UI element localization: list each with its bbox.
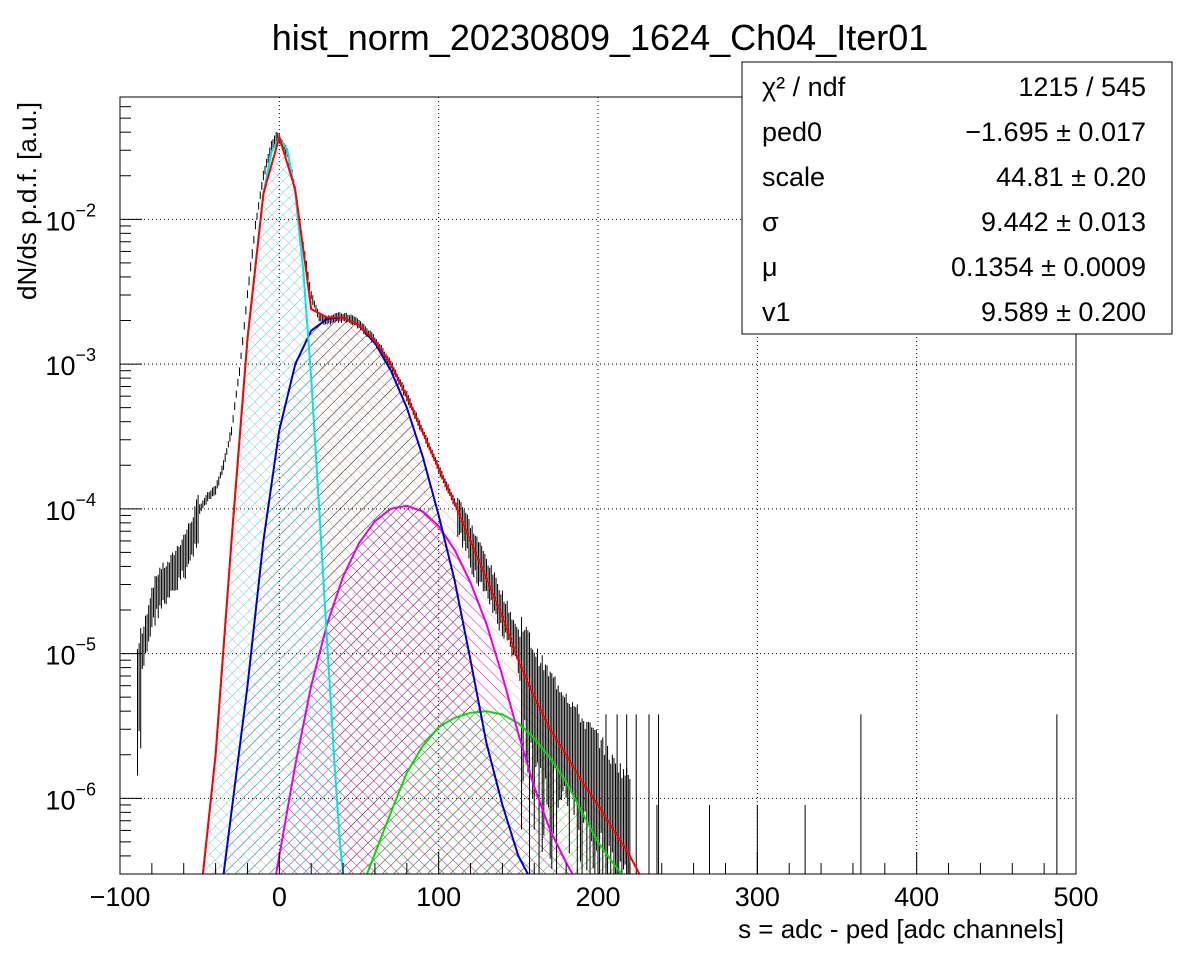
stats-row-name: μ xyxy=(762,252,778,282)
1-p-e-component-curve xyxy=(222,316,529,874)
y-axis-ticks: 10−6 10−5 10−4 10−3 10−2 xyxy=(45,200,142,815)
3-p-e-component-curve xyxy=(366,710,623,874)
x-axis-title: s = adc - ped [adc channels] xyxy=(738,914,1064,944)
3-p-e-component-fill xyxy=(367,711,622,874)
y-tick-label: 10−2 xyxy=(45,200,96,236)
x-tick-label: 500 xyxy=(1053,882,1098,912)
y-tick-label: 10−4 xyxy=(45,490,96,526)
x-axis-ticks: −100 0 100 200 300 400 500 xyxy=(90,852,1099,912)
fit-curves xyxy=(201,133,641,874)
y-minor-ticks xyxy=(120,96,131,875)
stats-row-name: ped0 xyxy=(762,117,822,147)
stats-row-value: 9.442 ± 0.013 xyxy=(981,207,1146,237)
stats-row-name: σ xyxy=(762,207,779,237)
stats-row-name: scale xyxy=(762,162,825,192)
stats-row-name: χ² / ndf xyxy=(762,72,846,102)
stats-row-value: 9.589 ± 0.200 xyxy=(981,297,1146,327)
total-fit-curve xyxy=(201,133,641,874)
stats-row-value: 1215 / 545 xyxy=(1018,72,1146,102)
x-tick-label: 400 xyxy=(894,882,939,912)
stats-row-value: −1.695 ± 0.017 xyxy=(965,117,1146,147)
stats-row-value: 0.1354 ± 0.0009 xyxy=(951,252,1146,282)
chart-title: hist_norm_20230809_1624_Ch04_Iter01 xyxy=(272,17,929,58)
y-tick-label: 10−3 xyxy=(45,345,96,381)
stats-row-value: 44.81 ± 0.20 xyxy=(996,162,1146,192)
x-tick-label: 200 xyxy=(575,882,620,912)
2-p-e-component-curve xyxy=(275,504,574,874)
x-tick-label: 100 xyxy=(416,882,461,912)
x-tick-label: 0 xyxy=(272,882,287,912)
y-axis-title: dN/ds p.d.f. [a.u.] xyxy=(12,102,42,300)
x-minor-ticks xyxy=(151,863,1045,874)
x-tick-label: 300 xyxy=(735,882,780,912)
x-tick-label: −100 xyxy=(90,882,151,912)
stats-box: χ² / ndf 1215 / 545 ped0 −1.695 ± 0.017 scal… xyxy=(741,61,1173,335)
stats-row-name: v1 xyxy=(762,297,791,327)
pedestal-component-fill xyxy=(202,137,344,874)
stats-box-frame xyxy=(741,61,1173,335)
y-tick-label: 10−6 xyxy=(45,779,96,815)
y-tick-label: 10−5 xyxy=(45,635,96,671)
